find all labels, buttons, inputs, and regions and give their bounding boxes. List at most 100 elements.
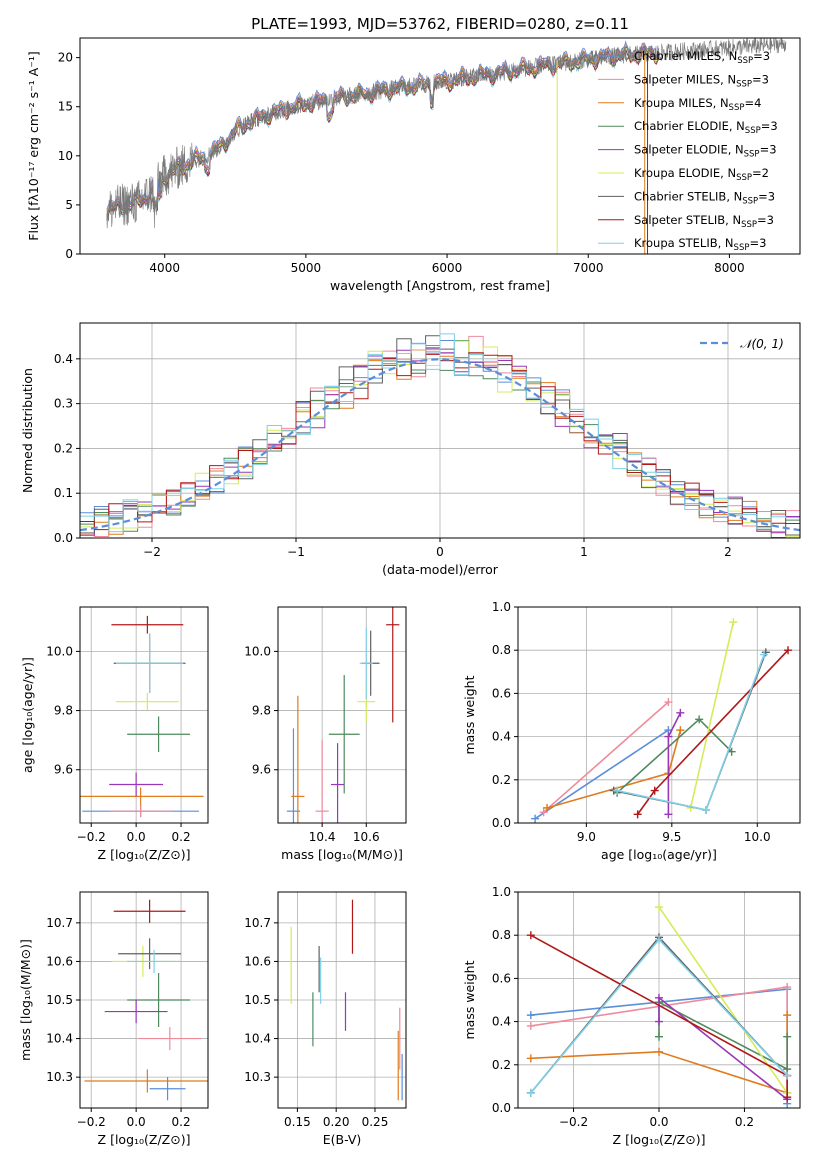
legend-label: Chabrier STELIB, N xyxy=(634,189,742,203)
y-tick-label: 0.6 xyxy=(492,971,511,985)
weight-marker xyxy=(526,1021,535,1030)
weight-marker xyxy=(526,931,535,940)
x-tick-label: 9.5 xyxy=(662,830,681,844)
panel-age_vs_Z: −0.2 0.0 0.2 9.6 9.8 10.0 Z [log₁₀(Z/Z⊙)] age [… xyxy=(20,606,209,862)
weight-marker xyxy=(664,698,673,707)
legend-subscript: SSP xyxy=(736,79,752,89)
y-tick-label: 10.0 xyxy=(244,644,271,658)
y-tick-label: 10.7 xyxy=(46,916,73,930)
weight-marker xyxy=(784,646,793,655)
y-tick-label: 0.0 xyxy=(492,816,511,830)
legend-entry: Salpeter MILES, NSSP=3 xyxy=(634,72,769,89)
weight-marker xyxy=(650,786,659,795)
weight-marker xyxy=(613,786,622,795)
x-tick-label: 0.2 xyxy=(172,830,191,844)
y-tick-label: 10.4 xyxy=(244,1032,271,1046)
y-tick-label: 0.0 xyxy=(492,1101,511,1115)
legend-suffix: =3 xyxy=(752,72,769,86)
y-tick-label: 10.5 xyxy=(244,993,271,1007)
weight-line xyxy=(616,718,733,794)
x-tick-label: 0.15 xyxy=(284,1115,311,1129)
y-tick-label: 9.6 xyxy=(54,763,73,777)
figure-title: PLATE=1993, MJD=53762, FIBERID=0280, z=0… xyxy=(251,15,629,33)
x-tick-label: 0.2 xyxy=(172,1115,191,1129)
y-tick-label: 0.2 xyxy=(492,1058,511,1072)
y-tick-label: 0.4 xyxy=(492,1015,511,1029)
histogram-step xyxy=(80,333,800,538)
y-tick-label: 10.6 xyxy=(46,954,73,968)
y-tick-label: 10.0 xyxy=(46,644,73,658)
x-tick-label: 0.0 xyxy=(127,830,146,844)
weight-marker xyxy=(783,1011,792,1020)
y-tick-label: 0.2 xyxy=(54,441,73,455)
weight-marker xyxy=(783,983,792,992)
legend-label: Salpeter ELODIE, N xyxy=(634,143,744,157)
weight-marker xyxy=(664,810,673,819)
x-tick-label: 4000 xyxy=(149,261,180,275)
legend-entry: 𝒩(0, 1) xyxy=(740,337,784,351)
x-tick-label: 0.0 xyxy=(649,1115,668,1129)
panel-residuals: 𝒩(0, 1) −2 −1 0 1 2 0.0 0.1 0.2 0.3 0.4 (data-model… xyxy=(20,322,801,577)
weight-marker xyxy=(655,935,663,944)
axes-frame xyxy=(517,606,801,824)
x-tick-label: 0.25 xyxy=(362,1115,389,1129)
legend-subscript: SSP xyxy=(729,103,745,113)
x-tick-label: −0.2 xyxy=(559,1115,588,1129)
legend-label: Chabrier ELODIE, N xyxy=(634,119,745,133)
weight-line xyxy=(543,701,669,813)
weight-marker xyxy=(543,803,552,812)
legend-suffix: =3 xyxy=(760,143,777,157)
weight-line xyxy=(616,654,765,811)
plot-area-mass_vs_Z xyxy=(84,899,208,1101)
y-tick-label: 10.6 xyxy=(244,954,271,968)
legend-entry: Chabrier ELODIE, NSSP=3 xyxy=(634,119,778,136)
axes-frame xyxy=(79,606,209,824)
y-tick-label: 0.8 xyxy=(492,928,511,942)
legend-suffix: =2 xyxy=(752,166,769,180)
model-line xyxy=(106,47,660,217)
model-line xyxy=(106,46,660,217)
weight-line xyxy=(658,996,788,1101)
y-tick-label: 1.0 xyxy=(492,600,511,614)
panel-mass_vs_EBV: 0.15 0.20 0.25 10.3 10.4 10.5 10.6 10.7 E(B-V) xyxy=(244,891,407,1147)
x-axis-label: Z [log₁₀(Z/Z⊙)] xyxy=(98,847,191,862)
weight-marker xyxy=(633,810,642,819)
weight-line xyxy=(689,621,735,809)
legend-label: Kroupa ELODIE, N xyxy=(634,166,736,180)
y-axis-label: Flux [fλ10⁻¹⁷ erg cm⁻² s⁻¹ A⁻¹] xyxy=(26,51,41,240)
y-tick-label: 0.0 xyxy=(54,531,73,545)
legend-suffix: =3 xyxy=(757,213,774,227)
y-tick-label: 0.4 xyxy=(54,352,73,366)
weight-line xyxy=(546,729,682,809)
legend-subscript: SSP xyxy=(742,196,758,206)
weight-marker xyxy=(676,708,685,717)
panel-mass_vs_Z: −0.2 0.0 0.2 10.3 10.4 10.5 10.6 10.7 Z [log₁₀(Z… xyxy=(18,891,209,1147)
weight-marker xyxy=(695,715,704,724)
plot-area-residuals xyxy=(80,333,800,538)
y-tick-label: 0.2 xyxy=(492,773,511,787)
y-axis-label: mass weight xyxy=(462,675,477,754)
weight-line xyxy=(534,729,669,820)
x-tick-label: −0.2 xyxy=(77,1115,106,1129)
legend-subscript: SSP xyxy=(734,243,750,253)
x-axis-label: (data-model)/error xyxy=(382,562,499,577)
y-tick-label: 0.6 xyxy=(492,686,511,700)
weight-marker xyxy=(783,1071,792,1080)
y-tick-label: 9.8 xyxy=(252,704,271,718)
legend-entry: Kroupa MILES, NSSP=4 xyxy=(634,96,761,113)
weight-line xyxy=(658,906,788,1094)
weight-marker xyxy=(655,1047,663,1056)
y-tick-label: 0.8 xyxy=(492,643,511,657)
plot-area-age_vs_mass xyxy=(286,607,400,823)
legend-subscript: SSP xyxy=(737,56,753,66)
x-tick-label: −1 xyxy=(287,545,305,559)
x-axis-label: E(B-V) xyxy=(323,1132,362,1147)
x-tick-label: 8000 xyxy=(714,261,745,275)
legend-subscript: SSP xyxy=(744,150,760,160)
x-tick-label: 0.0 xyxy=(127,1115,146,1129)
x-tick-label: 6000 xyxy=(432,261,463,275)
x-tick-label: 7000 xyxy=(573,261,604,275)
y-tick-label: 15 xyxy=(58,100,73,114)
